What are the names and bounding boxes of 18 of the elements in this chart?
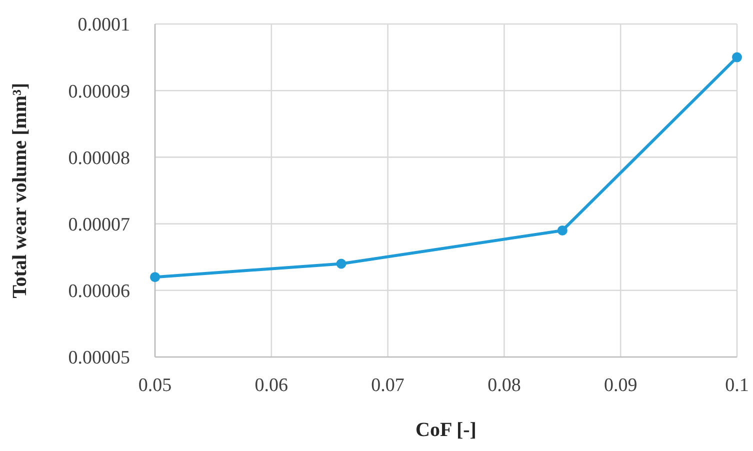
x-tick-label: 0.08 <box>488 375 521 396</box>
point <box>732 52 742 62</box>
point <box>150 272 160 282</box>
y-tick-label: 0.00006 <box>68 281 130 302</box>
y-tick-label: 0.00007 <box>68 214 130 236</box>
x-tick-label: 0.06 <box>254 375 288 396</box>
y-axis-title: Total wear volume [mm³] <box>9 82 31 298</box>
point <box>557 225 568 236</box>
x-tick-label: 0.1 <box>725 375 749 396</box>
y-tick-label: 0.00009 <box>68 81 130 102</box>
x-tick-label: 0.09 <box>604 375 638 396</box>
x-axis-title: CoF [-] <box>416 419 476 441</box>
point <box>336 258 346 269</box>
x-tick-label: 0.05 <box>138 375 172 396</box>
x-tick-label: 0.07 <box>371 375 404 396</box>
y-tick-label: 0.0001 <box>78 14 130 36</box>
y-tick-label: 0.00005 <box>68 348 130 369</box>
y-tick-label: 0.00008 <box>68 148 130 169</box>
